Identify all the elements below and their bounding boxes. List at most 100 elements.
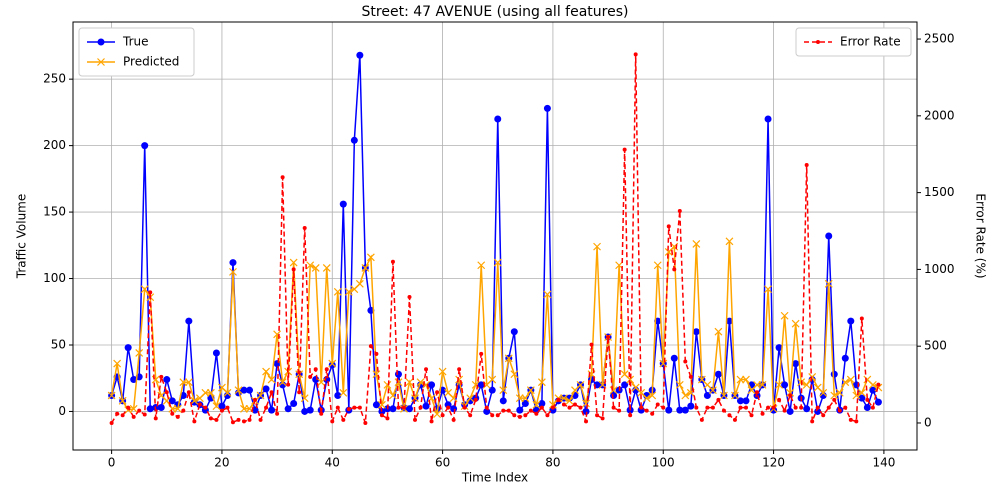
marker (163, 376, 171, 384)
marker (764, 285, 772, 294)
marker (665, 406, 673, 414)
marker (429, 419, 434, 424)
marker (433, 410, 442, 419)
marker (185, 317, 193, 325)
marker (129, 404, 138, 413)
marker (411, 394, 419, 403)
legend-box (795, 27, 912, 57)
marker (203, 405, 208, 410)
marker (510, 328, 518, 336)
marker (157, 403, 165, 411)
marker (870, 405, 875, 410)
y-tick-label: 0 (58, 404, 66, 418)
marker (821, 413, 826, 418)
marker (107, 391, 116, 400)
marker (793, 405, 798, 410)
marker (803, 405, 811, 413)
marker (142, 412, 147, 417)
marker (240, 386, 248, 394)
marker (736, 375, 745, 384)
marker (416, 378, 425, 387)
marker (389, 391, 397, 400)
marker (488, 375, 497, 384)
marker (113, 359, 122, 368)
marker (644, 408, 649, 413)
marker (335, 405, 340, 410)
marker (499, 397, 507, 405)
marker (234, 386, 243, 395)
marker (269, 390, 274, 395)
marker (758, 380, 767, 389)
marker (286, 382, 291, 387)
marker (815, 405, 820, 410)
y2-tick-label: 1000 (924, 262, 955, 276)
legend-label: True (122, 35, 149, 49)
marker (344, 287, 353, 296)
marker (435, 390, 440, 395)
marker (650, 411, 655, 416)
marker (201, 388, 210, 397)
marker (720, 391, 728, 400)
marker (361, 263, 370, 272)
marker (606, 334, 611, 339)
marker (444, 401, 452, 409)
marker (582, 407, 590, 415)
marker (810, 419, 815, 424)
marker (330, 419, 335, 424)
marker (135, 349, 144, 357)
marker (742, 397, 750, 405)
y-axis-label: Traffic Volume (15, 194, 29, 280)
marker (792, 360, 800, 368)
marker (328, 361, 336, 369)
marker (324, 367, 329, 372)
legend-box (78, 27, 195, 77)
marker (488, 386, 496, 394)
marker (543, 104, 551, 112)
marker (666, 224, 671, 229)
marker (462, 405, 467, 410)
y-tick-label: 100 (43, 271, 66, 285)
marker (291, 267, 296, 272)
chart-title: Street: 47 AVENUE (using all features) (362, 4, 629, 20)
marker (835, 388, 844, 397)
marker (874, 398, 882, 406)
marker (468, 413, 473, 418)
marker (802, 380, 811, 389)
marker (131, 414, 136, 419)
marker (786, 388, 795, 397)
marker (859, 316, 864, 321)
marker (622, 147, 627, 152)
marker (328, 359, 337, 368)
marker (537, 378, 546, 387)
marker (642, 394, 651, 403)
marker (208, 416, 213, 421)
marker (302, 225, 307, 230)
marker (339, 200, 347, 208)
marker (168, 397, 176, 405)
marker (264, 405, 269, 410)
marker (499, 386, 508, 395)
marker (826, 405, 831, 410)
marker (366, 253, 375, 262)
marker (611, 405, 616, 410)
marker (868, 380, 877, 389)
marker (186, 390, 191, 395)
marker (683, 359, 688, 364)
marker (477, 381, 485, 389)
marker (710, 405, 715, 410)
marker (766, 405, 771, 410)
marker (661, 405, 666, 410)
marker (791, 319, 800, 328)
marker (843, 405, 848, 410)
y2-tick-label: 500 (924, 339, 947, 353)
marker (275, 411, 280, 416)
marker (236, 417, 241, 422)
marker (477, 261, 486, 270)
marker (550, 405, 555, 410)
marker (692, 240, 701, 248)
marker (743, 405, 748, 410)
marker (300, 394, 309, 403)
marker (214, 417, 219, 422)
marker (284, 405, 292, 413)
marker (390, 259, 395, 264)
